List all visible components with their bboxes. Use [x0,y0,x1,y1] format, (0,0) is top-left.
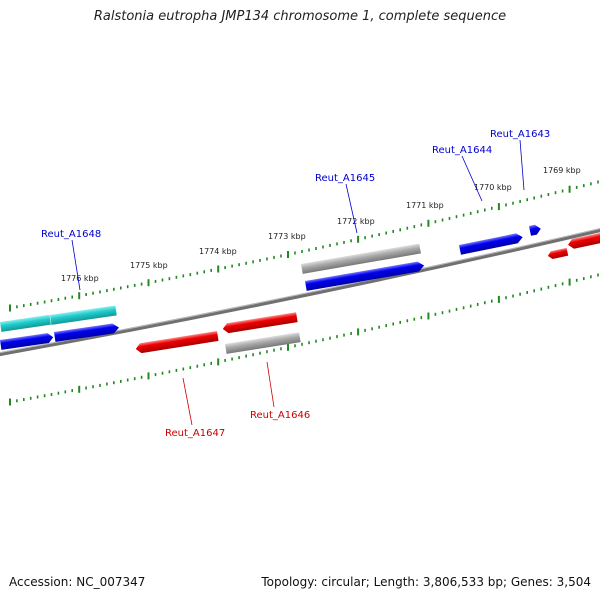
gene-arrow-reverse[interactable] [135,331,219,354]
forward-features [0,224,542,350]
gene-label[interactable]: Reut_A1644 [432,145,492,156]
accession-text: Accession: NC_007347 [9,575,146,589]
kbp-label: 1771 kbp [406,201,444,210]
gene-arrow-reverse[interactable] [222,312,298,334]
gene-feature-grey[interactable] [301,243,421,274]
map-title: Ralstonia eutropha JMP134 chromosome 1, … [93,9,507,24]
forward-strand-ticks [9,180,599,312]
gene-arrow-reverse[interactable] [567,231,600,250]
kbp-scale: 1776 kbp 1775 kbp 1774 kbp 1773 kbp 1772… [61,166,581,283]
callout-line [461,155,483,202]
kbp-label: 1773 kbp [268,232,306,241]
gene-feature-cyan[interactable] [0,314,51,332]
gene-arrow-reverse[interactable] [547,247,569,260]
gene-label[interactable]: Reut_A1646 [250,410,310,421]
kbp-label: 1769 kbp [543,166,581,175]
gene-label[interactable]: Reut_A1648 [41,229,101,240]
reverse-strand-ticks [9,273,599,406]
kbp-label: 1770 kbp [474,183,512,192]
gene-feature-grey[interactable] [225,332,301,354]
kbp-label: 1776 kbp [61,274,99,283]
gene-label[interactable]: Reut_A1647 [165,428,225,439]
gene-arrow-forward[interactable] [305,261,425,291]
callout-line [182,377,193,426]
chromosome-backbone [0,228,600,357]
gene-arrow-forward[interactable] [529,224,542,236]
gene-label[interactable]: Reut_A1643 [490,129,550,140]
gene-feature-cyan[interactable] [49,305,117,325]
callout-line [519,139,525,191]
kbp-label: 1775 kbp [130,261,168,270]
callout-line [266,361,275,408]
gene-arrow-forward[interactable] [0,332,54,350]
genome-summary-text: Topology: circular; Length: 3,806,533 bp… [261,575,591,589]
gene-callouts: Reut_A1648 Reut_A1645 Reut_A1644 Reut_A1… [41,129,550,439]
kbp-label: 1774 kbp [199,247,237,256]
callout-line [71,239,81,291]
gene-label[interactable]: Reut_A1645 [315,173,375,184]
callout-line [345,183,358,234]
gene-arrow-forward[interactable] [54,323,120,342]
gene-arrow-forward[interactable] [459,232,524,255]
reverse-features [135,231,600,354]
kbp-label: 1772 kbp [337,217,375,226]
